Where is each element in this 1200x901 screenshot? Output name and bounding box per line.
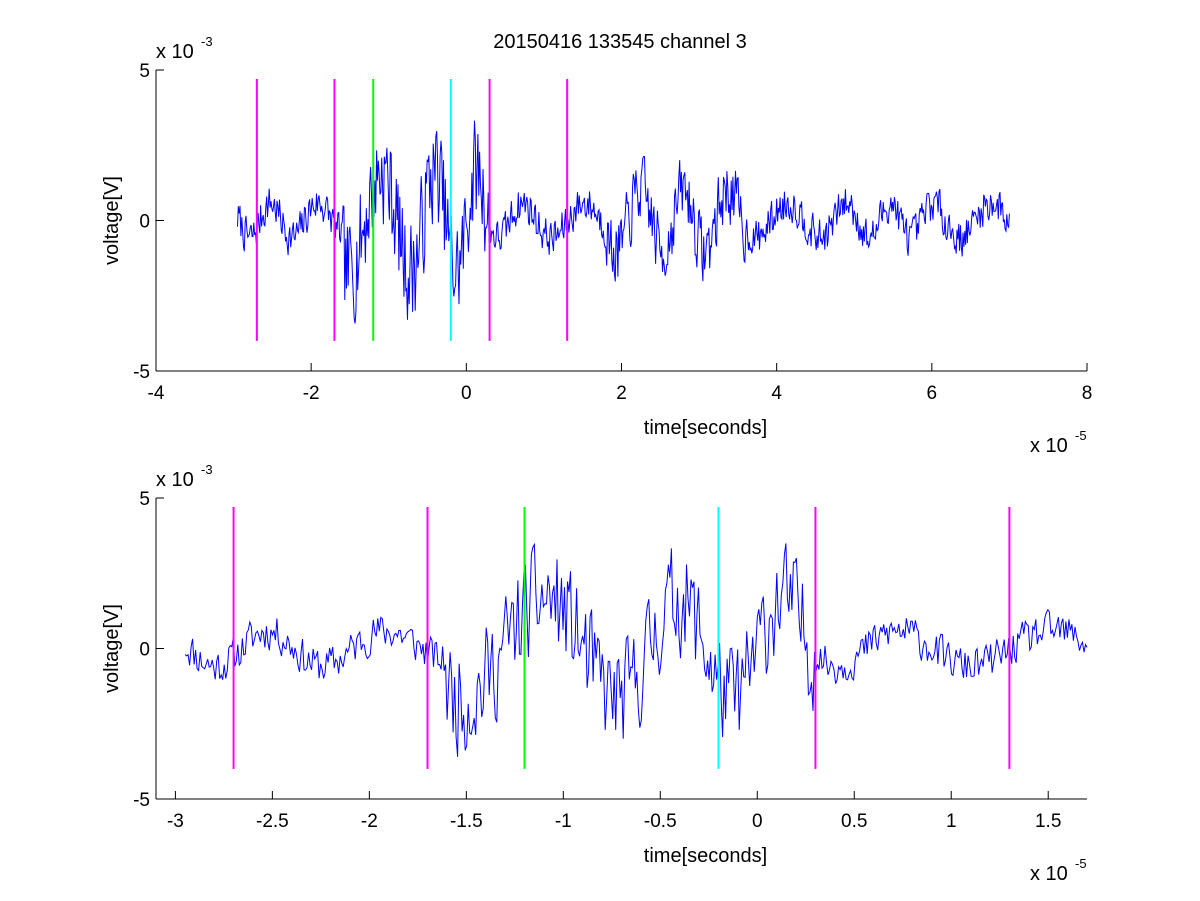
x-axis-label: time[seconds] [644,845,767,867]
chart-title: 20150416 133545 channel 3 [493,31,747,53]
x-exponent-label: x 10 [1030,863,1068,885]
y-axis-label: voltage[V] [101,604,123,693]
x-exponent-power: -5 [1075,428,1087,443]
y-tick-label: -5 [133,362,150,383]
x-tick-label: 8 [1082,383,1093,404]
x-exponent-label: x 10 [1030,435,1068,457]
y-tick-label: -5 [133,790,150,811]
x-tick-label: -1 [555,811,572,832]
y-exponent-power: -3 [201,462,213,477]
signal-line [184,542,1088,757]
x-tick-label: 6 [927,383,938,404]
y-tick-label: 5 [139,61,150,82]
x-tick-label: 0 [461,383,472,404]
y-tick-label: 0 [139,212,150,233]
x-tick-label: 1.5 [1035,811,1061,832]
x-tick-label: 0 [752,811,763,832]
x-tick-label: -1.5 [450,811,483,832]
y-axis-label: voltage[V] [101,176,123,265]
x-tick-label: -2.5 [256,811,289,832]
x-tick-label: 2 [616,383,627,404]
bottom-axes: -3 -2.5 -2 -1.5 -1 -0.5 0 0.5 1 1.5 -5 0 5 time[secon… [101,462,1088,885]
x-tick-label: 0.5 [841,811,867,832]
y-tick-label: 0 [139,640,150,661]
x-tick-label: -3 [167,811,184,832]
x-axis-label: time[seconds] [644,417,767,439]
y-exponent-label: x 10 [156,469,194,491]
x-exponent-power: -5 [1075,856,1087,871]
top-axes: -4 -2 0 2 4 6 8 -5 0 5 time[seconds] voltage[V] x 10… [101,34,1092,457]
x-tick-label: -2 [361,811,378,832]
signal-line [237,120,1010,324]
x-tick-label: -2 [303,383,320,404]
x-tick-label: 4 [771,383,782,404]
y-tick-label: 5 [139,489,150,510]
y-exponent-label: x 10 [156,41,194,63]
x-tick-label: 1 [946,811,957,832]
x-tick-label: -0.5 [644,811,677,832]
y-exponent-power: -3 [201,34,213,49]
x-tick-label: -4 [148,383,165,404]
